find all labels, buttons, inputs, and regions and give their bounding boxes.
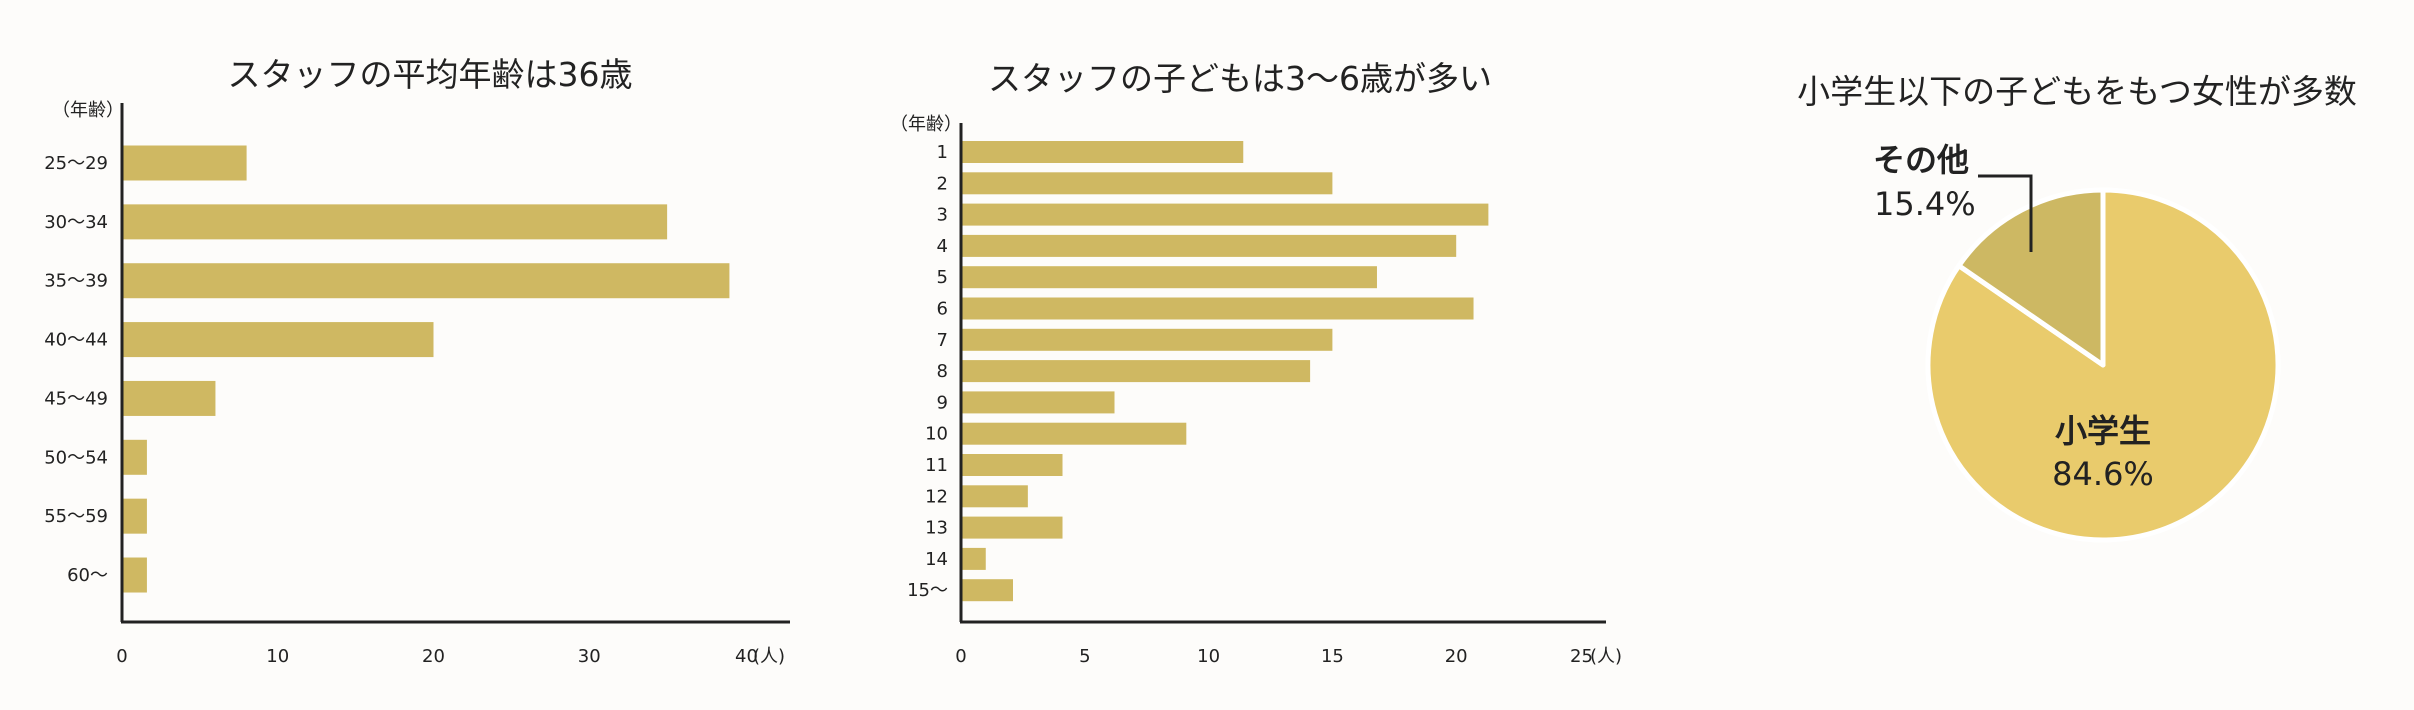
c1-category-label-4: 45〜49 <box>44 388 108 409</box>
pie-value-other: 15.4% <box>1874 185 1976 223</box>
c2-bar-11 <box>961 485 1028 508</box>
c1-bar-6 <box>122 498 147 534</box>
c2-category-label-7: 8 <box>937 361 948 382</box>
c2-bar-5 <box>961 297 1474 320</box>
age-bar-chart: スタッフの平均年齢は36歳 （年齢） 25〜29 30〜34 35〜39 40〜44 4… <box>44 55 790 667</box>
c1-x-tick-1: 10 <box>266 646 289 667</box>
child-age-bar-chart: スタッフの子どもは3〜6歳が多い （年齢） 123456789101112131… <box>890 59 1622 667</box>
c1-x-tick-2: 20 <box>422 646 445 667</box>
c2-category-label-9: 10 <box>925 424 948 445</box>
c1-category-label-0: 25〜29 <box>44 153 108 174</box>
c2-bar-3 <box>961 234 1457 257</box>
pie-value-main: 84.6% <box>2052 455 2154 493</box>
c2-category-label-12: 13 <box>925 518 948 539</box>
c2-bar-13 <box>961 547 986 570</box>
pie-slice-1 <box>1956 187 2106 368</box>
c1-bar-4 <box>122 380 216 416</box>
c1-x-tick-0: 0 <box>116 646 127 667</box>
c2-category-label-11: 12 <box>925 486 948 507</box>
c2-category-label-5: 6 <box>937 299 948 320</box>
pie-label-main: 小学生 <box>2055 412 2151 450</box>
c2-x-tick-1: 5 <box>1079 646 1090 667</box>
chart1-title: スタッフの平均年齢は36歳 <box>228 55 633 94</box>
c1-bar-7 <box>122 557 147 593</box>
c1-category-label-2: 35〜39 <box>44 271 108 292</box>
c1-bar-2 <box>122 263 730 299</box>
c2-category-label-2: 3 <box>937 205 948 226</box>
chart2-xlabel: (人) <box>1590 646 1622 667</box>
c2-bar-7 <box>961 360 1311 383</box>
chart3-title: 小学生以下の子どもをもつ女性が多数 <box>1797 72 2357 111</box>
c2-category-label-14: 15〜 <box>907 580 948 601</box>
c2-bar-14 <box>961 579 1013 602</box>
pie-leader-line <box>1978 174 2033 252</box>
c1-category-label-7: 60〜 <box>67 565 108 586</box>
c2-bar-0 <box>961 141 1244 163</box>
c1-bar-3 <box>122 322 434 358</box>
c1-x-tick-3: 30 <box>578 646 601 667</box>
c2-x-tick-2: 10 <box>1197 646 1220 667</box>
pie-label-other: その他 <box>1873 141 1969 179</box>
c1-bar-1 <box>122 204 668 240</box>
c2-bar-2 <box>961 203 1489 226</box>
chart1-xlabel: (人) <box>753 646 785 667</box>
c2-bar-9 <box>961 422 1187 445</box>
c2-bar-10 <box>961 454 1063 476</box>
c2-category-label-1: 2 <box>937 173 948 194</box>
c1-bar-0 <box>122 145 247 181</box>
c2-x-tick-0: 0 <box>955 646 966 667</box>
c2-bar-12 <box>961 516 1063 539</box>
c2-x-tick-3: 15 <box>1321 646 1344 667</box>
c2-bar-6 <box>961 328 1333 351</box>
c2-bar-1 <box>961 172 1333 195</box>
c2-bar-4 <box>961 266 1377 289</box>
c2-category-label-4: 5 <box>937 267 948 288</box>
c2-category-label-0: 1 <box>937 142 948 163</box>
c1-category-label-5: 50〜54 <box>44 447 108 468</box>
c2-category-label-10: 11 <box>925 455 948 476</box>
c1-category-label-6: 55〜59 <box>44 506 108 527</box>
c1-category-label-1: 30〜34 <box>44 212 108 233</box>
c2-category-label-8: 9 <box>937 392 948 413</box>
c1-x-tick-4: 40 <box>735 646 758 667</box>
c2-x-tick-5: 25 <box>1570 646 1593 667</box>
c2-category-label-3: 4 <box>937 236 948 257</box>
c2-bar-8 <box>961 391 1115 414</box>
c1-bar-5 <box>122 439 147 475</box>
c2-category-label-6: 7 <box>937 330 948 351</box>
pie-chart: 小学生以下の子どもをもつ女性が多数 その他 15.4% 小学生 84.6% <box>1797 72 2357 543</box>
chart1-ylabel: （年齢） <box>52 100 124 121</box>
c2-category-label-13: 14 <box>925 549 948 570</box>
chart2-ylabel: （年齢） <box>890 114 962 135</box>
c2-x-tick-4: 20 <box>1445 646 1468 667</box>
c1-category-label-3: 40〜44 <box>44 330 108 351</box>
chart2-title: スタッフの子どもは3〜6歳が多い <box>988 59 1492 98</box>
